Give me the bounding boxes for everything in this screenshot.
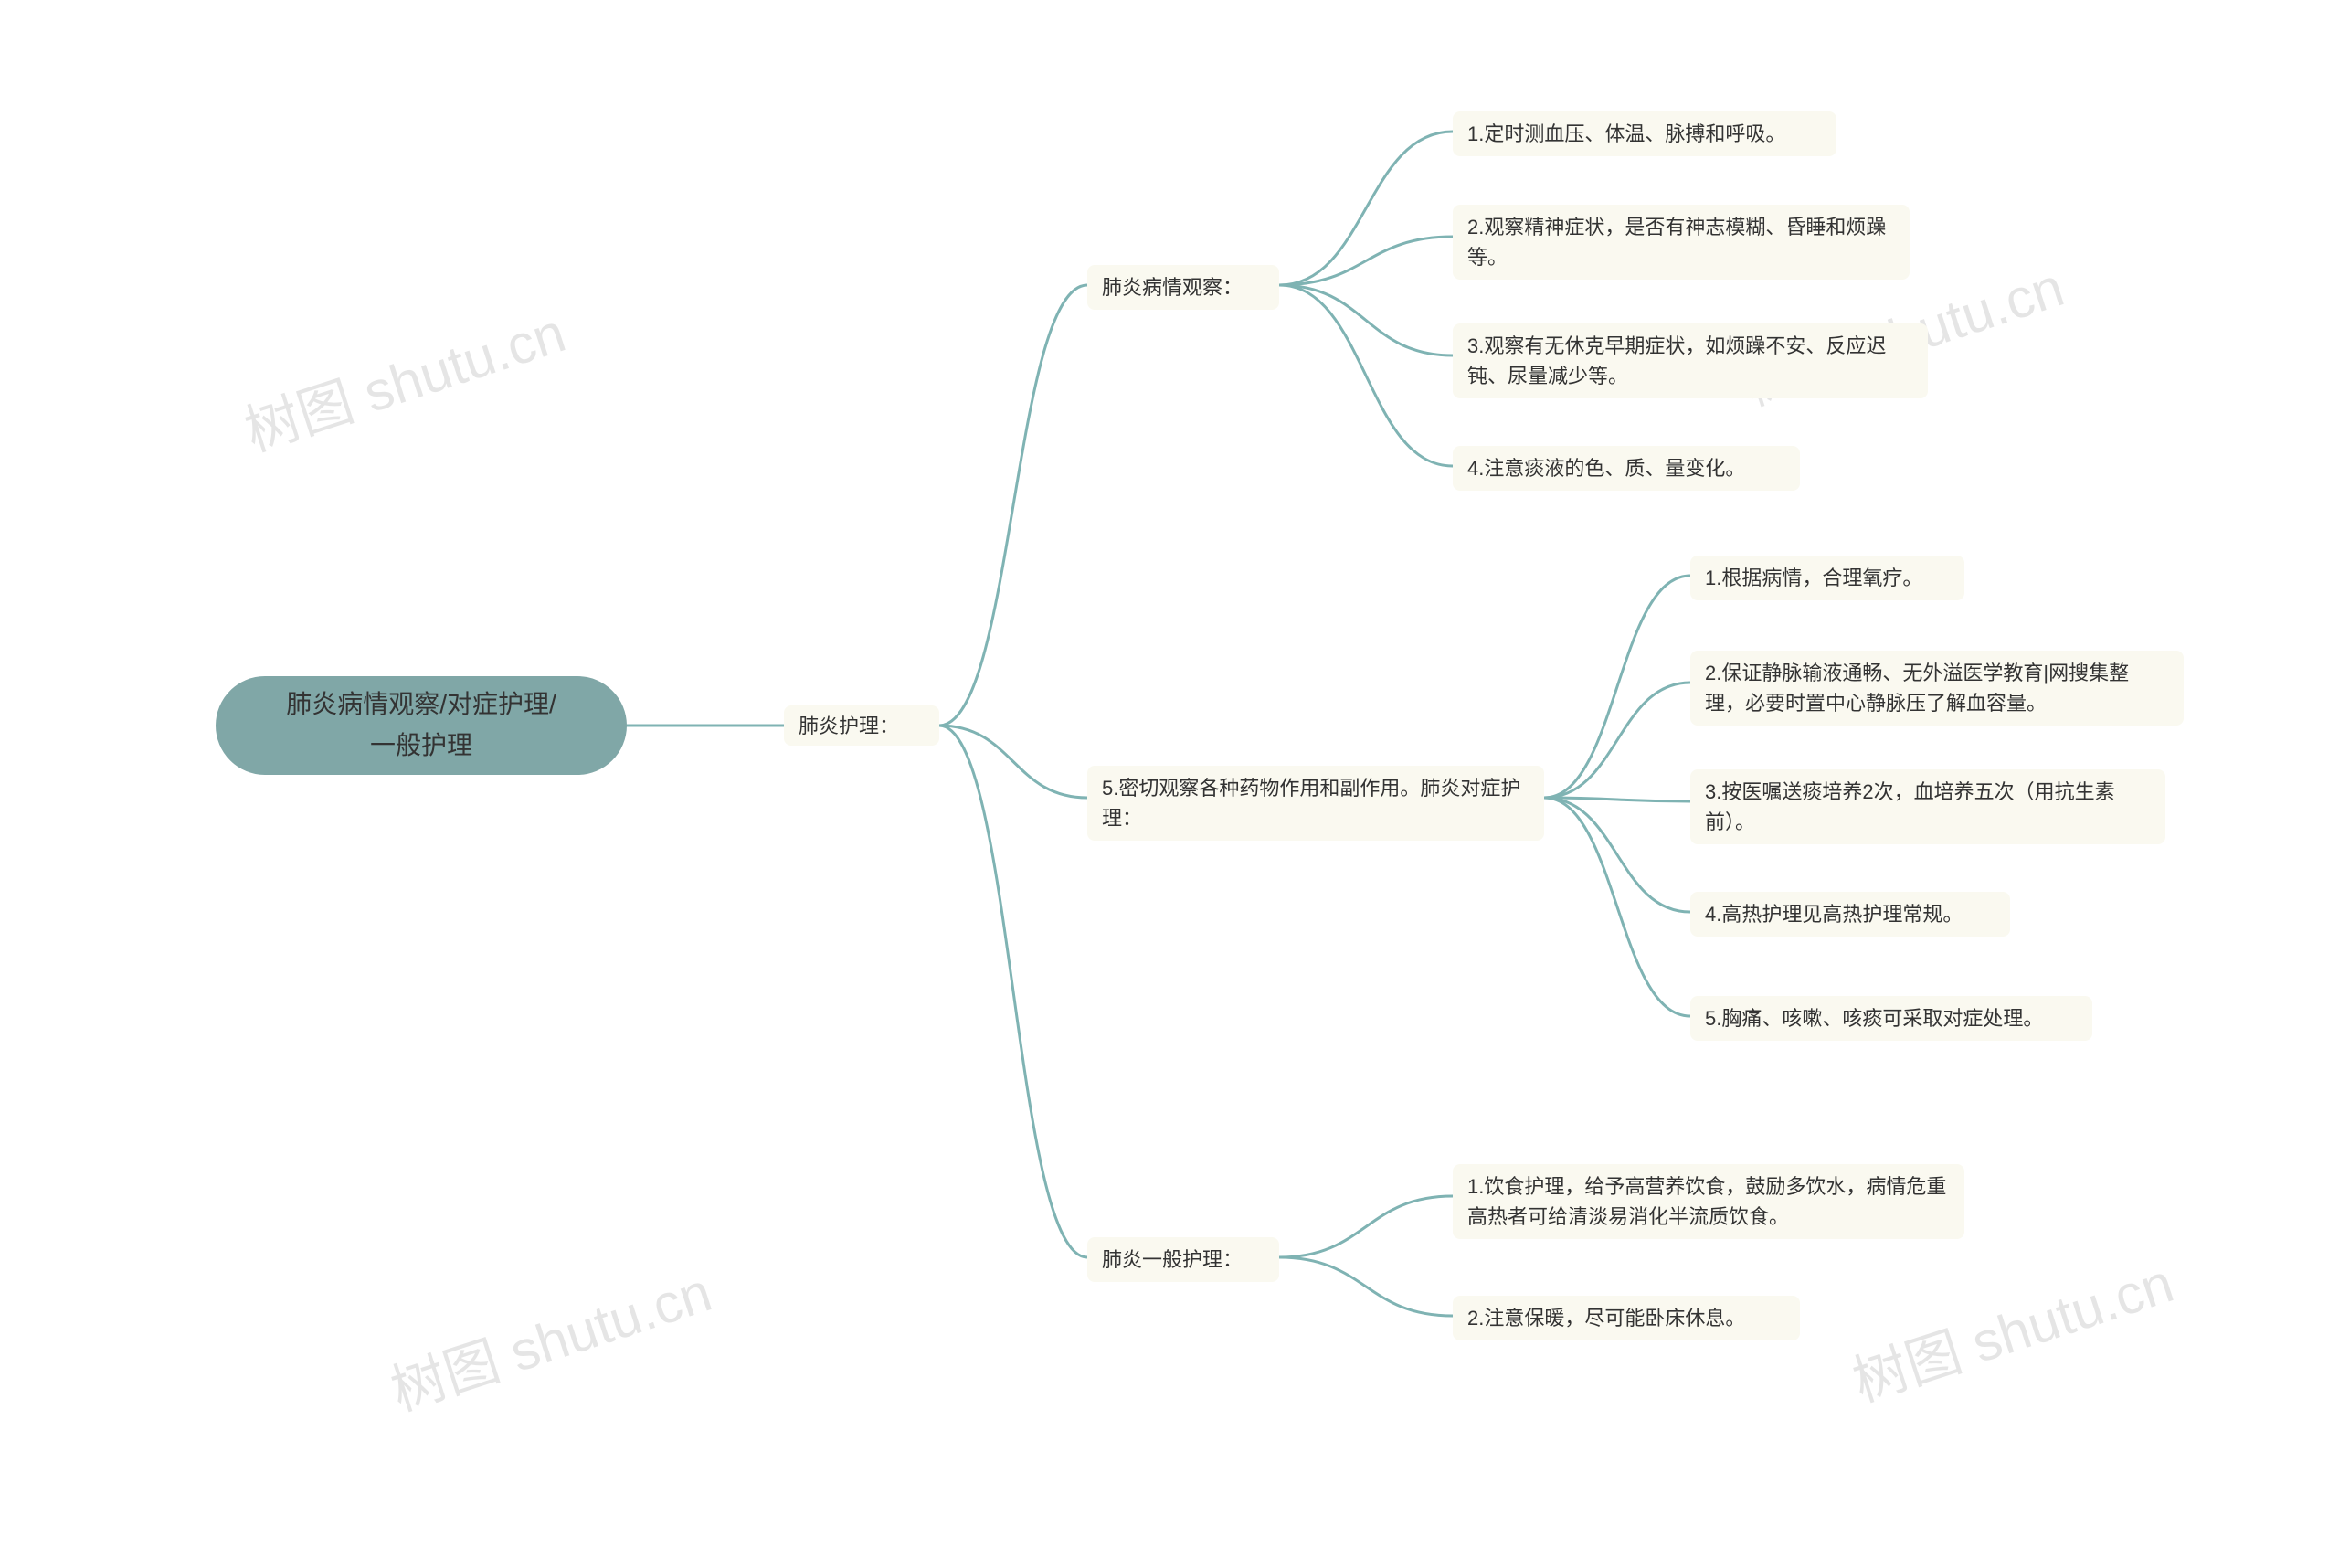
leaf-node: 1.饮食护理，给予高营养饮食，鼓励多饮水，病情危重高热者可给清淡易消化半流质饮食… — [1453, 1164, 1964, 1239]
leaf-node: 1.定时测血压、体温、脉搏和呼吸。 — [1453, 111, 1836, 156]
leaf-node: 2.注意保暖，尽可能卧床休息。 — [1453, 1296, 1800, 1340]
leaf-node: 2.保证静脉输液通畅、无外溢医学教育|网搜集整理，必要时置中心静脉压了解血容量。 — [1690, 651, 2184, 726]
level3-node-observe: 肺炎病情观察： — [1087, 265, 1279, 310]
leaf-node: 3.观察有无休克早期症状，如烦躁不安、反应迟钝、尿量减少等。 — [1453, 323, 1928, 398]
leaf-node: 5.胸痛、咳嗽、咳痰可采取对症处理。 — [1690, 996, 2092, 1041]
leaf-node: 3.按医嘱送痰培养2次，血培养五次（用抗生素前）。 — [1690, 769, 2165, 844]
root-node: 肺炎病情观察/对症护理/ 一般护理 — [216, 676, 627, 775]
leaf-node: 2.观察精神症状，是否有神志模糊、昏睡和烦躁等。 — [1453, 205, 1910, 280]
leaf-node: 1.根据病情，合理氧疗。 — [1690, 556, 1964, 600]
watermark: 树图 shutu.cn — [233, 289, 574, 467]
watermark: 树图 shutu.cn — [1841, 1239, 2182, 1417]
watermark: 树图 shutu.cn — [379, 1248, 720, 1426]
leaf-node: 4.注意痰液的色、质、量变化。 — [1453, 446, 1800, 491]
level3-node-general: 肺炎一般护理： — [1087, 1237, 1279, 1282]
level3-node-symptomatic: 5.密切观察各种药物作用和副作用。肺炎对症护理： — [1087, 766, 1544, 841]
mindmap-canvas: 树图 shutu.cn 树图 shutu.cn 树图 shutu.cn 树图 s… — [0, 0, 2339, 1568]
leaf-node: 4.高热护理见高热护理常规。 — [1690, 892, 2010, 937]
level2-node: 肺炎护理： — [784, 705, 939, 746]
